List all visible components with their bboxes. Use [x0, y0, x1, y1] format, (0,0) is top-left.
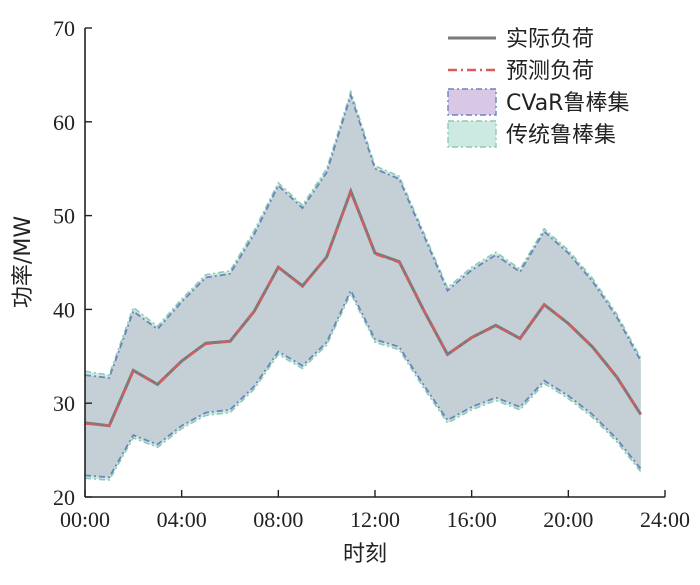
x-tick-label: 16:00	[447, 507, 497, 532]
legend-label: 预测负荷	[506, 59, 594, 84]
legend-swatch	[447, 88, 497, 116]
cvar-upper-edge	[84, 92, 642, 379]
x-tick-label: 20:00	[543, 507, 593, 532]
bands-layer	[85, 91, 641, 481]
x-tick-label: 08:00	[253, 507, 303, 532]
legend-item-traditional-robust-set: 传统鲁棒集	[447, 120, 616, 148]
series-line-forecast-load	[84, 189, 642, 427]
legend-label: 实际负荷	[506, 27, 594, 52]
cvar-lower-edge	[84, 288, 642, 479]
y-tick-label: 70	[53, 16, 75, 41]
legend-item-actual-load: 实际负荷	[448, 27, 594, 52]
x-tick-label: 04:00	[157, 507, 207, 532]
x-tick-label: 00:00	[60, 507, 110, 532]
lines-layer	[84, 89, 643, 481]
traditional-upper-edge	[84, 89, 642, 376]
legend-swatch	[447, 120, 497, 148]
y-tick-label: 50	[53, 204, 75, 229]
legend-item-forecast-load: 预测负荷	[448, 59, 594, 84]
band-cvar-robust-set	[85, 95, 641, 478]
ticks-layer: 20 30 40 50 60 70 00:00 04:00 08:00 12:00 16:00 20:…	[53, 16, 690, 532]
y-tick-label: 40	[53, 297, 75, 322]
traditional-lower-edge	[84, 291, 642, 481]
x-tick-label: 24:00	[640, 507, 690, 532]
x-axis-title: 时刻	[343, 542, 387, 567]
y-tick-label: 20	[53, 485, 75, 510]
x-tick-label: 12:00	[350, 507, 400, 532]
legend-item-cvar-robust-set: CVaR鲁棒集	[447, 88, 629, 116]
legend-label: 传统鲁棒集	[506, 123, 616, 148]
y-axis-title: 功率/MW	[11, 216, 36, 308]
legend-label: CVaR鲁棒集	[506, 91, 629, 116]
y-tick-label: 30	[53, 391, 75, 416]
y-tick-label: 60	[53, 110, 75, 135]
